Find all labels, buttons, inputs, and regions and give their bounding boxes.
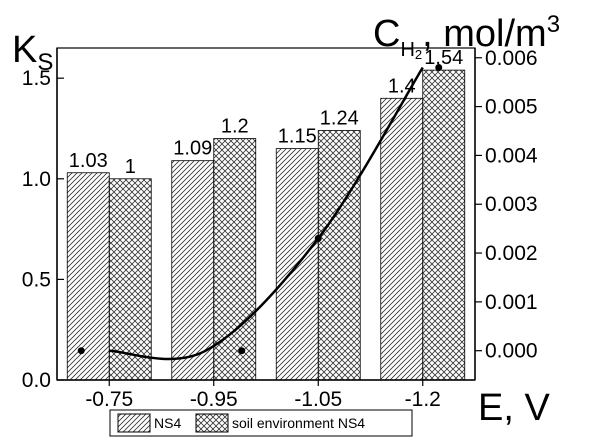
right-tick-label-6: 0.006	[485, 47, 538, 70]
bar-value-label-soil-1: 1.2	[221, 116, 249, 138]
bar-value-label-soil-3: 1.54	[424, 47, 463, 69]
x-tick-label-1: -0.95	[190, 388, 238, 411]
bar-value-label-soil-2: 1.24	[320, 107, 359, 129]
right-axis-title-post: , mol/m	[422, 13, 547, 55]
left-tick-label-0: 0.0	[22, 369, 51, 392]
right-axis-title: CH2, mol/m3	[373, 11, 560, 62]
left-tick-label-3: 1.5	[22, 67, 51, 90]
right-axis-title-sup: 3	[547, 11, 560, 38]
bar-value-label-ns4-0: 1.03	[69, 150, 108, 172]
left-axis-title-sub: S	[37, 49, 53, 76]
right-axis-title-pre: C	[373, 13, 400, 55]
bar-soil-2	[317, 130, 361, 381]
x-tick-label-3: -1.2	[405, 388, 441, 411]
right-tick-label-0: 0.000	[485, 340, 538, 363]
right-tick-label-1: 0.001	[485, 291, 538, 314]
right-axis: 0.000 0.001 0.002 0.003 0.004 0.005 0.006	[474, 47, 538, 380]
bar-soil-0	[108, 178, 152, 381]
legend: NS4 soil environment NS4	[109, 409, 413, 437]
x-tick-label-0: -0.75	[85, 388, 133, 411]
hydrogen-points-layer	[77, 64, 443, 355]
bar-labels-layer: 1.03 11.091.2 1.151.241.41.54	[69, 47, 463, 178]
bar-ns4-0	[66, 172, 110, 381]
left-tick-label-1: 0.5	[22, 268, 51, 291]
left-axis: 0.0 0.5 1.0 1.5	[22, 48, 64, 392]
right-axis-title-subsub: 2	[415, 47, 422, 62]
right-tick-label-3: 0.003	[485, 193, 538, 216]
legend-swatch-soil	[195, 413, 229, 433]
hydrogen-point-3	[435, 64, 443, 72]
bar-ns4-1	[171, 160, 215, 381]
right-tick-label-4: 0.004	[485, 144, 538, 167]
right-tick-label-2: 0.002	[485, 242, 538, 265]
bar-soil-1	[213, 138, 257, 381]
x-axis: -0.75 -0.95 -1.05 -1.2	[57, 379, 475, 411]
left-axis-title-main: K	[12, 29, 37, 71]
x-axis-title: E, V	[478, 387, 550, 429]
right-axis-title-sub: H	[400, 39, 414, 61]
bar-value-label-ns4-1: 1.09	[173, 138, 212, 160]
hydrogen-point-2	[314, 234, 322, 242]
left-tick-label-2: 1.0	[22, 168, 51, 191]
left-axis-title: KS	[12, 29, 53, 76]
bar-soil-3	[422, 69, 466, 381]
bar-ns4-3	[380, 97, 424, 381]
bar-value-label-soil-0: 1	[125, 156, 136, 178]
hydrogen-point-1	[238, 347, 246, 355]
bars-layer	[66, 69, 466, 381]
right-tick-label-5: 0.005	[485, 96, 538, 119]
x-tick-label-2: -1.05	[294, 388, 342, 411]
hydrogen-concentration-curve	[109, 66, 424, 361]
bar-value-label-ns4-2: 1.15	[278, 126, 317, 148]
legend-label-ns4: NS4	[154, 415, 181, 431]
legend-label-soil: soil environment NS4	[232, 415, 365, 431]
legend-swatch-ns4	[117, 413, 151, 433]
hydrogen-point-0	[77, 347, 85, 355]
legend-frame	[109, 409, 413, 437]
